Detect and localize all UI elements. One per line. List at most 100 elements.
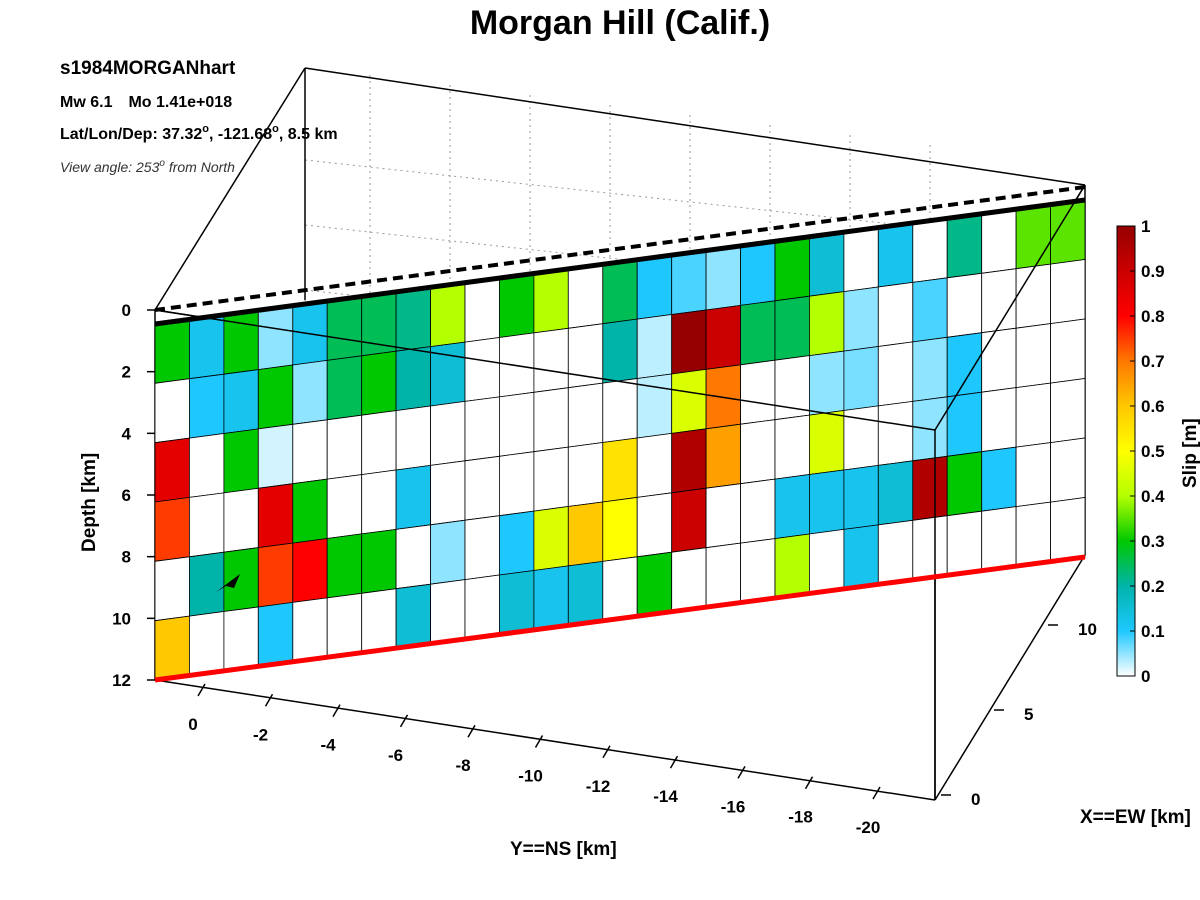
slip-cell — [602, 259, 638, 325]
slip-cell — [981, 208, 1017, 274]
slip-cell — [498, 510, 535, 576]
ns-tick — [197, 683, 206, 697]
slip-cell — [877, 460, 914, 526]
view-angle: View angle: 253o from North — [60, 158, 235, 175]
slip-cell — [877, 400, 914, 466]
front-edges — [154, 184, 1086, 800]
ew-tick-label: 5 — [1024, 705, 1033, 724]
slip-cell — [395, 346, 432, 412]
depth-axis: 0 2 4 6 8 10 12 — [112, 301, 155, 690]
colorbar-tick-label: 0.2 — [1141, 577, 1165, 596]
ew-axis: 0 5 10 — [941, 620, 1097, 809]
slip-cell — [361, 469, 397, 535]
slip-cell — [809, 410, 845, 475]
ns-tick-label: -16 — [721, 797, 746, 816]
colorbar-tick-label: 1 — [1141, 217, 1150, 236]
slip-cell — [671, 250, 707, 315]
slip-cell — [464, 337, 500, 402]
depth-tick-label: 12 — [112, 671, 131, 690]
slip-cell — [430, 341, 466, 407]
slip-cell — [292, 300, 328, 366]
slip-cell — [567, 382, 604, 448]
slip-cell — [257, 542, 294, 608]
ns-tick-label: -6 — [388, 746, 403, 765]
event-id: s1984MORGANhart — [60, 58, 236, 79]
slip-cell — [223, 547, 259, 612]
slip-cell — [154, 378, 190, 444]
slip-cell — [395, 405, 432, 471]
slip-cell — [1050, 497, 1086, 563]
magnitude-moment: Mw 6.1 Mo 1.41e+018 — [60, 94, 232, 111]
slip-cell — [223, 369, 259, 434]
slip-cell — [188, 492, 225, 558]
slip-cell — [326, 592, 363, 658]
slip-cell — [154, 437, 190, 503]
colorbar-tick-label: 0.7 — [1141, 352, 1165, 371]
slip-cell — [636, 314, 673, 379]
slip-cell — [1015, 263, 1051, 329]
slip-cell — [981, 327, 1017, 393]
ns-tick-label: -14 — [653, 787, 678, 806]
ns-tick-label: -10 — [518, 767, 543, 786]
slip-cell — [912, 455, 948, 521]
slip-cell — [809, 350, 845, 416]
ns-tick-label: -4 — [320, 736, 336, 755]
slip-cell — [257, 423, 294, 489]
view-angle-value: View angle: 253 — [60, 159, 160, 175]
location: Lat/Lon/Dep: 37.32o, -121.68o, 8.5 km — [60, 123, 338, 143]
slip-cell — [498, 570, 535, 635]
slip-cell — [533, 565, 569, 631]
slip-cell — [981, 387, 1017, 453]
slip-cell — [257, 364, 294, 430]
slip-cell — [257, 483, 294, 549]
ns-tick — [804, 776, 814, 790]
slip-cell — [464, 455, 500, 521]
slip-cell — [430, 460, 466, 526]
slip-cell — [740, 300, 776, 366]
slip-cell — [740, 538, 776, 604]
fault-bottom-trace — [154, 554, 1086, 683]
slip-cell — [1015, 382, 1051, 448]
colorbar-tick-label: 0.3 — [1141, 532, 1165, 551]
slip-cell — [740, 240, 776, 306]
slip-cell — [188, 433, 225, 498]
ns-tick-label: -18 — [788, 808, 813, 827]
colorbar-tick-label: 0.6 — [1141, 397, 1165, 416]
ns-tick — [737, 766, 746, 779]
slip-cell — [188, 314, 225, 380]
slip-cell — [912, 515, 948, 581]
degree-mark: o — [202, 123, 209, 135]
slip-cell — [774, 474, 810, 540]
depth-tick-label: 0 — [122, 301, 131, 320]
colorbar-tick-label: 0.4 — [1141, 487, 1165, 506]
depth-axis-label: Depth [km] — [79, 453, 100, 552]
slip-cell — [395, 583, 432, 649]
slip-cell — [395, 524, 432, 590]
slip-cell — [981, 446, 1017, 512]
ns-tick — [467, 724, 476, 738]
slip-cell — [636, 492, 673, 558]
depth-tick-label: 4 — [122, 424, 132, 443]
ew-tick-label: 0 — [971, 790, 980, 809]
ns-tick-label: -12 — [586, 777, 611, 796]
slip-cell — [671, 487, 707, 553]
slip-cell — [326, 414, 363, 480]
slip-cell — [292, 359, 328, 425]
fault-plane-cells — [154, 199, 1086, 681]
colorbar-tick-label: 0.8 — [1141, 307, 1165, 326]
slip-cell — [326, 474, 363, 539]
slip-cell — [533, 387, 569, 453]
colorbar-tick-label: 0.9 — [1141, 262, 1165, 281]
slip-cell — [877, 519, 914, 585]
slip-cell — [740, 478, 776, 544]
slip-cell — [498, 391, 535, 457]
slip-cell — [946, 272, 983, 338]
slip-cell — [154, 318, 190, 384]
slip-cell — [1050, 259, 1086, 325]
slip-cell — [567, 263, 604, 329]
slip-cell — [946, 451, 983, 517]
slip-cell — [533, 506, 569, 571]
slip-cell — [912, 336, 948, 402]
slip-cell — [395, 464, 432, 530]
